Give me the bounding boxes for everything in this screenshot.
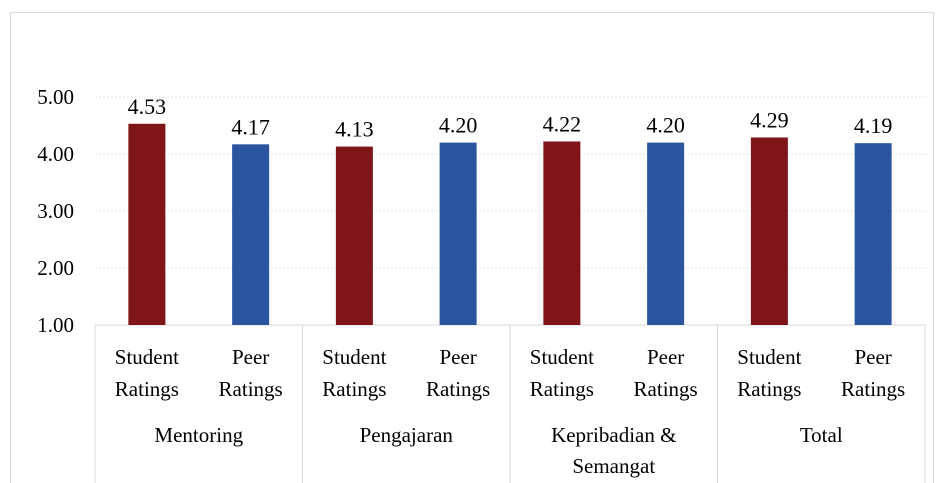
x-tick-label: Student <box>322 345 386 369</box>
x-tick-label: Student <box>737 345 801 369</box>
x-tick-label: Ratings <box>530 377 594 401</box>
bar-peer <box>232 144 270 325</box>
data-label: 4.19 <box>854 113 893 138</box>
group-label: Kepribadian & <box>551 423 676 447</box>
x-tick-label: Student <box>115 345 179 369</box>
group-label: Total <box>800 423 843 447</box>
x-tick-label: Peer <box>854 345 891 369</box>
group-label: Mentoring <box>154 423 243 447</box>
bar-peer <box>439 142 477 325</box>
y-tick-label: 3.00 <box>37 199 74 223</box>
bar-student <box>128 123 166 325</box>
x-tick-label: Ratings <box>115 377 179 401</box>
x-tick-label: Ratings <box>841 377 905 401</box>
data-label: 4.20 <box>439 113 478 138</box>
data-label: 4.20 <box>646 113 685 138</box>
y-tick-label: 2.00 <box>37 256 74 280</box>
bar-student <box>335 146 373 325</box>
data-label: 4.13 <box>335 117 374 142</box>
bar-peer <box>854 143 892 325</box>
y-tick-label: 4.00 <box>37 142 74 166</box>
x-tick-label: Ratings <box>426 377 490 401</box>
bar-student <box>543 141 581 325</box>
x-tick-label: Ratings <box>634 377 698 401</box>
x-tick-label: Peer <box>439 345 476 369</box>
x-tick-label: Ratings <box>219 377 283 401</box>
x-tick-label: Student <box>530 345 594 369</box>
data-label: 4.17 <box>231 114 270 139</box>
x-tick-label: Peer <box>232 345 269 369</box>
chart-frame <box>10 12 934 483</box>
x-tick-label: Peer <box>647 345 684 369</box>
y-tick-label: 1.00 <box>37 313 74 337</box>
group-label: Semangat <box>572 454 655 478</box>
y-tick-label: 5.00 <box>37 85 74 109</box>
x-tick-label: Ratings <box>737 377 801 401</box>
data-label: 4.53 <box>128 94 167 119</box>
bar-student <box>750 137 788 325</box>
bar-peer <box>647 142 685 325</box>
data-label: 4.29 <box>750 107 789 132</box>
x-tick-label: Ratings <box>322 377 386 401</box>
data-label: 4.22 <box>543 111 582 136</box>
group-label: Pengajaran <box>360 423 454 447</box>
